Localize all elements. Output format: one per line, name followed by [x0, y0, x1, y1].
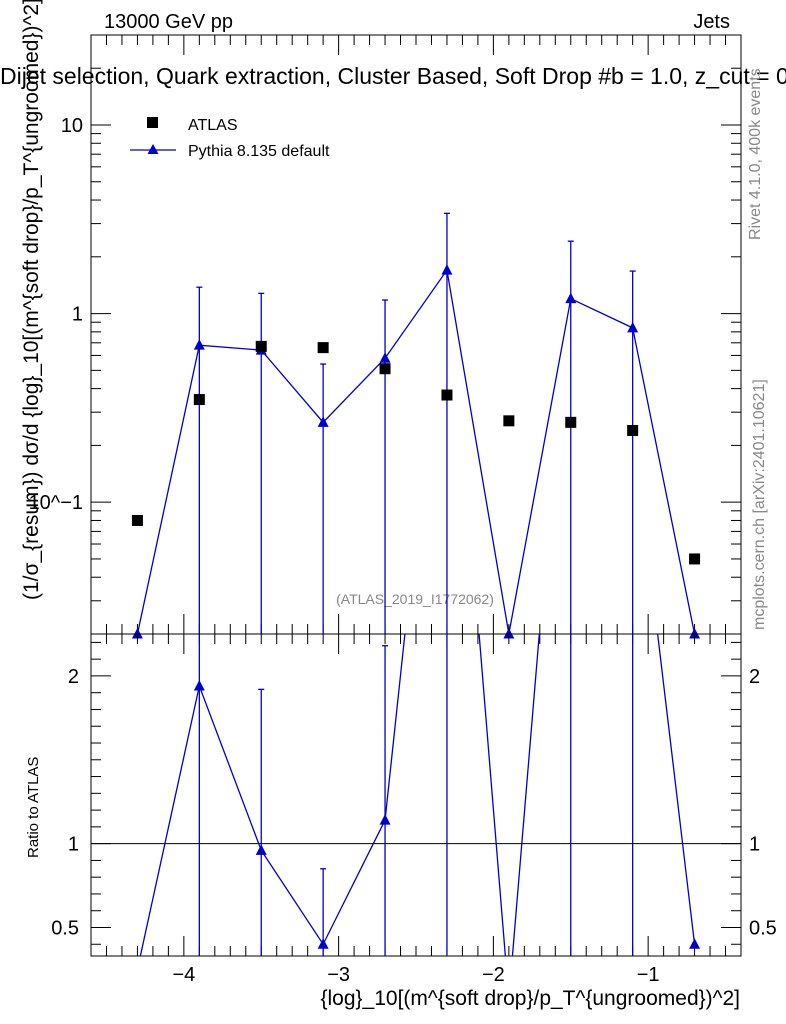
main-y-axis-label: (1/σ_{resum}) dσ/d {log}_10[(m^{soft dro… — [20, 0, 43, 600]
ratio-y-tick-label: 0.5 — [51, 917, 79, 939]
ratio-y-tick-label-right: 1 — [749, 834, 760, 856]
ratio-y-tick-label-right: 0.5 — [749, 917, 777, 939]
mc-point — [131, 628, 143, 639]
mc-point — [193, 339, 205, 350]
data-point — [689, 553, 701, 565]
mc-point — [441, 264, 453, 275]
x-tick-label: −2 — [482, 964, 505, 986]
mc-point — [627, 321, 639, 333]
category-label: Jets — [693, 11, 730, 33]
data-point — [441, 389, 453, 401]
ratio-point — [193, 679, 205, 691]
mc-series-line — [136, 268, 696, 635]
ratio-point — [255, 844, 267, 855]
main-y-tick-label: 1 — [72, 304, 83, 326]
legend-mc-marker — [147, 144, 159, 154]
ratio-series — [91, 634, 741, 956]
mc-point — [689, 628, 701, 639]
legend-data-marker — [147, 117, 158, 128]
plot-title: Dijet selection, Quark extraction, Clust… — [0, 63, 786, 89]
data-point — [627, 424, 639, 436]
main-y-tick-label: 10 — [61, 115, 83, 137]
main-axis-ticks: 10^−1 1 10 — [29, 34, 742, 635]
legend-data-label: ATLAS — [188, 117, 238, 134]
data-point — [317, 342, 329, 354]
ratio-y-tick-label: 2 — [68, 666, 79, 688]
ratio-line — [139, 634, 696, 956]
data-point — [255, 340, 267, 352]
mc-point — [503, 628, 515, 639]
ratio-point — [379, 814, 391, 825]
data-point — [565, 416, 577, 428]
rivet-version-label: Rivet 4.1.0, 400k events — [747, 68, 764, 240]
x-tick-label: −1 — [637, 964, 660, 986]
x-tick-label: −3 — [327, 964, 350, 986]
mc-point — [565, 292, 577, 304]
ratio-panel: 0.5 0.5 1 1 2 2 −4 −3 −2 −1 Ratio to ATLAS {log}_… — [25, 633, 777, 1010]
data-point — [379, 363, 391, 375]
x-tick-label: −4 — [172, 964, 195, 986]
mcplots-label: mcplots.cern.ch [arXiv:2401.10621] — [751, 379, 768, 630]
ratio-y-axis-label: Ratio to ATLAS — [25, 757, 42, 858]
data-point — [193, 394, 205, 406]
mc-point — [379, 352, 391, 363]
main-series — [131, 212, 701, 639]
main-panel: 10^−1 1 10 (ATLAS_2019_I1772062) (1/σ_{res… — [20, 0, 742, 639]
ratio-point — [689, 938, 701, 949]
data-point — [503, 415, 515, 427]
x-axis-label: {log}_10[(m^{soft drop}/p_T^{ungroomed})… — [320, 987, 740, 1010]
ratio-axis-ticks: 0.5 0.5 1 1 2 2 −4 −3 −2 −1 — [51, 634, 777, 986]
ratio-series-group — [91, 634, 741, 956]
ratio-y-tick-label-right: 2 — [749, 666, 760, 688]
ratio-point — [317, 938, 329, 949]
energy-label: 13000 GeV pp — [104, 11, 233, 33]
legend-mc-label: Pythia 8.135 default — [188, 143, 330, 160]
legend: ATLAS Pythia 8.135 default — [130, 117, 330, 160]
mc-point — [317, 416, 329, 427]
analysis-watermark: (ATLAS_2019_I1772062) — [336, 591, 494, 607]
main-y-tick-label: 10^−1 — [29, 492, 83, 514]
data-point — [131, 514, 143, 526]
ratio-y-tick-label: 1 — [68, 834, 79, 856]
ratio-frame — [90, 633, 742, 957]
